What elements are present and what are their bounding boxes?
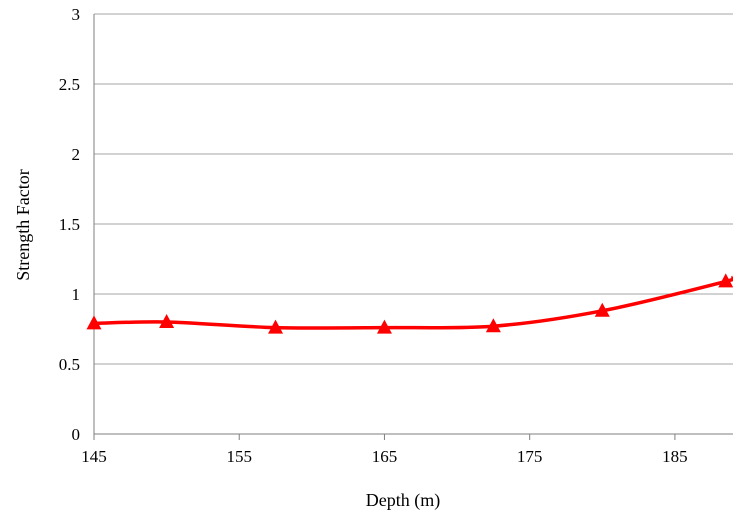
x-tick-label: 145: [81, 447, 107, 466]
gridlines: [94, 13, 733, 365]
data-point-6: [718, 273, 733, 288]
x-tick-label: 165: [372, 447, 398, 466]
x-tick-label: 175: [517, 447, 543, 466]
y-tick-label: 3: [72, 5, 81, 24]
x-tick-label: 155: [226, 447, 252, 466]
axes: [93, 14, 733, 440]
y-tick-labels: 0 0.5 1 1.5 2 2.5 3: [59, 5, 80, 444]
data-point-1: [159, 314, 175, 328]
y-tick-label: 1: [72, 285, 81, 304]
y-tick-label: 0: [72, 425, 81, 444]
data-point-0: [86, 315, 102, 330]
y-tick-label: 0.5: [59, 355, 80, 374]
data-point-2: [268, 319, 284, 334]
x-tick-labels: 145 155 165 175 185: [81, 447, 687, 466]
data-point-4: [485, 318, 501, 333]
data-point-5: [594, 302, 610, 317]
y-tick-label: 2.5: [59, 75, 80, 94]
series-line-0: [93, 275, 733, 330]
x-axis-title: Depth (m): [366, 490, 440, 511]
data-point-3: [376, 319, 392, 334]
y-axis-title: Strength Factor: [13, 169, 33, 280]
series-group: [86, 273, 733, 334]
x-tick-label: 185: [662, 447, 688, 466]
y-tick-label: 2: [72, 145, 81, 164]
y-tick-label: 1.5: [59, 215, 80, 234]
